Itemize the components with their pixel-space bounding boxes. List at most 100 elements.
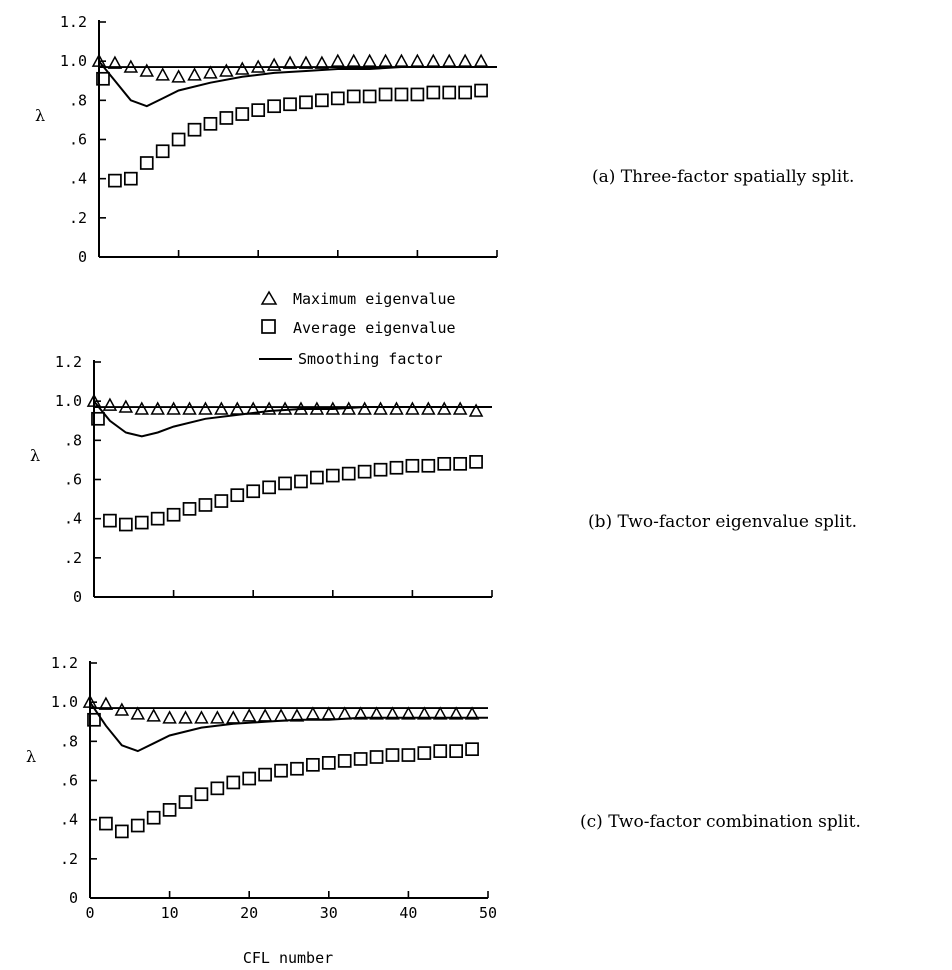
avg-eigenvalue-point-c [146,810,161,825]
max-eigenvalue-point-a [266,57,282,71]
avg-eigenvalue-point-b [469,455,483,469]
smoothing-factor-curve-a [98,60,497,108]
y-tick-label-b: 1.2 [55,353,82,371]
avg-eigenvalue-point-c [178,795,193,809]
max-eigenvalue-point-a [394,53,409,67]
y-tick-label-a: 1.2 [60,13,87,31]
avg-eigenvalue-point-b [341,466,356,481]
max-eigenvalue-point-b [277,401,293,415]
avg-eigenvalue-point-c [337,754,352,768]
max-eigenvalue-point-c [432,706,448,720]
max-eigenvalue-point-a [123,59,139,73]
max-eigenvalue-point-a [235,61,250,75]
avg-eigenvalue-point-c [274,763,288,778]
y-tick-label-a: .4 [69,170,87,188]
avg-eigenvalue-point-a [283,97,297,112]
legend: Maximum eigenvalue Average eigenvalue Sm… [259,290,456,368]
avg-eigenvalue-point-c [130,818,145,833]
legend-smooth-label: Smoothing factor [298,350,443,368]
y-tick-label-a: .6 [69,131,87,149]
legend-avg-label: Average eigenvalue [293,319,456,337]
avg-eigenvalue-point-b [278,476,292,491]
avg-eigenvalue-point-b [103,513,117,528]
max-eigenvalue-point-b [230,401,245,415]
avg-eigenvalue-point-b [294,474,308,489]
avg-eigenvalue-point-a [139,156,154,170]
avg-eigenvalue-point-b [453,456,468,471]
avg-eigenvalue-point-c [290,761,304,776]
max-eigenvalue-point-a [426,53,441,67]
avg-eigenvalue-point-b [262,480,276,495]
smoothing-factor-curve-b [93,400,492,438]
y-axis-title-a: λ [35,106,45,125]
avg-eigenvalue-point-b [198,498,213,512]
max-eigenvalue-point-c [241,708,257,722]
avg-eigenvalue-point-a [203,116,218,131]
avg-eigenvalue-point-b [373,462,388,477]
x-tick-label-c: 50 [479,904,497,922]
max-eigenvalue-point-c [257,708,273,722]
max-eigenvalue-point-c [114,702,130,716]
y-tick-label-c: .6 [60,772,78,790]
avg-eigenvalue-point-a [96,71,110,86]
y-tick-label-a: 0 [78,248,87,266]
max-eigenvalue-point-b [150,401,165,415]
max-eigenvalue-point-a [219,63,234,77]
avg-eigenvalue-point-a [108,173,122,188]
max-eigenvalue-point-a [314,55,330,69]
max-eigenvalue-point-b [198,401,213,415]
caption-b: (b) Two-factor eigenvalue split. [588,512,857,532]
avg-eigenvalue-point-c [353,752,368,766]
max-eigenvalue-point-c [417,706,432,720]
y-tick-label-c: 1.0 [51,693,78,711]
avg-eigenvalue-point-c [87,712,101,727]
avg-eigenvalue-point-b [91,411,105,426]
max-eigenvalue-point-c [194,710,209,724]
avg-eigenvalue-point-b [134,515,149,530]
avg-eigenvalue-point-c [385,748,400,762]
avg-eigenvalue-point-b [389,460,404,475]
max-eigenvalue-point-c [305,706,321,720]
avg-eigenvalue-point-c [210,781,225,796]
x-tick-label-c: 10 [161,904,179,922]
avg-eigenvalue-point-c [433,744,448,758]
avg-eigenvalue-point-a [123,171,138,186]
max-eigenvalue-point-b [357,401,372,415]
avg-eigenvalue-point-b [405,458,420,473]
x-tick-label-c: 0 [85,904,94,922]
max-eigenvalue-point-c [353,706,368,720]
max-eigenvalue-point-b [261,401,277,415]
y-tick-label-a: .2 [69,209,87,227]
avg-eigenvalue-point-a [330,91,345,106]
max-eigenvalue-point-c [98,696,114,710]
max-eigenvalue-point-c [82,694,98,708]
avg-eigenvalue-point-a [299,95,313,110]
max-eigenvalue-point-a [330,53,346,67]
max-eigenvalue-point-c [226,710,241,724]
max-eigenvalue-point-b [436,401,452,415]
max-eigenvalue-point-b [468,403,484,417]
avg-eigenvalue-point-b [246,484,261,499]
max-eigenvalue-point-a [91,53,107,67]
max-eigenvalue-point-c [162,710,177,724]
x-tick-label-c: 30 [320,904,338,922]
y-tick-label-c: .4 [60,811,78,829]
max-eigenvalue-point-a [457,53,473,67]
avg-eigenvalue-point-a [378,87,393,102]
max-eigenvalue-point-c [321,706,337,720]
avg-eigenvalue-point-a [442,85,457,100]
max-eigenvalue-point-b [134,401,150,415]
max-eigenvalue-point-a [441,53,457,67]
avg-eigenvalue-point-c [162,803,177,817]
avg-eigenvalue-point-c [114,824,129,839]
max-eigenvalue-point-c [369,706,384,720]
max-eigenvalue-point-b [182,401,197,415]
max-eigenvalue-point-b [245,401,261,415]
max-eigenvalue-point-a [378,53,393,67]
max-eigenvalue-point-c [178,710,193,724]
avg-eigenvalue-point-a [235,107,250,121]
max-eigenvalue-point-b [373,401,388,415]
y-tick-label-b: .4 [64,510,82,528]
avg-eigenvalue-point-a [346,89,361,104]
max-eigenvalue-point-b [118,399,134,413]
